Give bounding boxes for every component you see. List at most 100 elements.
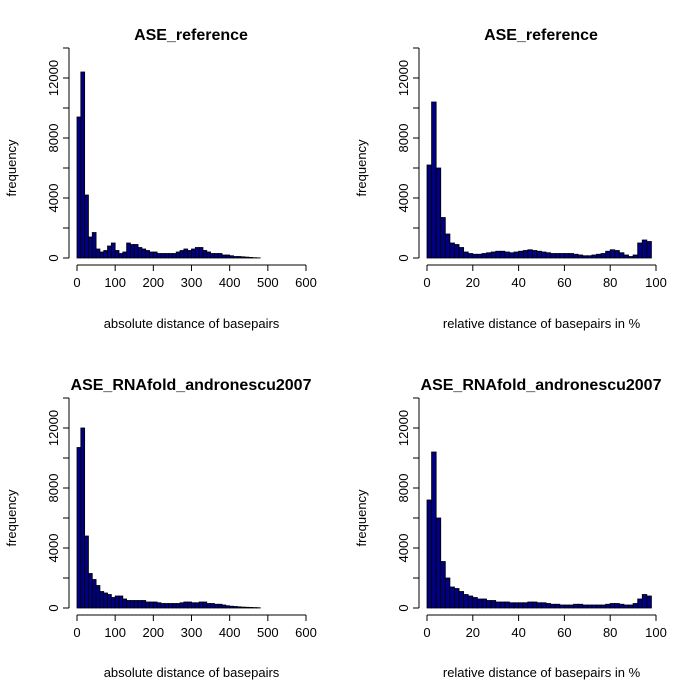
- histogram-bar: [122, 251, 128, 259]
- histogram-bar: [225, 605, 231, 609]
- panel-title: ASE_RNAfold_andronescu2007: [421, 377, 662, 394]
- histogram-bar: [206, 603, 211, 609]
- histogram-bar: [107, 594, 112, 609]
- histogram-bar: [486, 252, 492, 259]
- histogram-bar: [454, 244, 460, 259]
- bars-group: [426, 101, 652, 259]
- histogram-bar: [527, 249, 533, 259]
- histogram-bar: [545, 252, 552, 259]
- histogram-bar: [444, 233, 451, 259]
- histogram-bar: [467, 595, 474, 609]
- histogram-bar: [495, 250, 501, 259]
- histogram-bar: [504, 601, 510, 609]
- x-tick-label: 400: [219, 275, 241, 290]
- histogram-bar: [632, 254, 639, 259]
- histogram-bar: [481, 598, 487, 609]
- histogram-bar: [513, 602, 520, 609]
- histogram-bar: [233, 606, 238, 609]
- histogram-bar: [641, 594, 648, 609]
- histogram-bar: [118, 595, 124, 609]
- histogram-bar: [217, 253, 223, 259]
- histogram-bar: [229, 255, 234, 259]
- x-tick-label: 40: [511, 625, 525, 640]
- bars-group: [426, 451, 652, 609]
- histogram-bar: [164, 253, 169, 259]
- histogram-panel-relative-rnafold: ASE_RNAfold_andronescu2007 relative dist…: [354, 377, 667, 680]
- histogram-panel-absolute-reference: ASE_reference absolute distance of basep…: [4, 27, 317, 331]
- panel-title: ASE_RNAfold_andronescu2007: [71, 377, 312, 394]
- histogram-bar: [248, 607, 253, 609]
- y-axis: 0 4000 8000 12000: [396, 397, 420, 612]
- histogram-bar: [490, 600, 497, 609]
- histogram-bar: [499, 601, 506, 609]
- histogram-bar: [91, 232, 97, 259]
- y-tick-label: 8000: [396, 474, 411, 503]
- histogram-bar: [156, 602, 162, 609]
- histogram-bar: [145, 601, 150, 609]
- histogram-bar: [467, 253, 474, 259]
- histogram-bar: [554, 603, 561, 609]
- histogram-bar: [454, 588, 460, 609]
- histogram-bar: [175, 251, 181, 259]
- histogram-bar: [444, 577, 451, 609]
- histogram-bar: [605, 603, 611, 609]
- x-tick-label: 100: [645, 625, 667, 640]
- histogram-bar: [495, 601, 501, 609]
- x-tick-label: 600: [295, 625, 317, 640]
- histogram-bar: [164, 603, 169, 609]
- bars-group: [76, 71, 261, 259]
- histogram-bar: [504, 251, 510, 259]
- histogram-bar: [609, 249, 616, 259]
- histogram-bar: [632, 603, 639, 609]
- x-tick-label: 0: [73, 275, 80, 290]
- histogram-bar: [623, 254, 629, 259]
- histogram-bar: [559, 253, 565, 259]
- histogram-bar: [582, 255, 588, 259]
- histogram-bar: [191, 248, 196, 259]
- histogram-bar: [531, 250, 538, 259]
- histogram-bar: [145, 250, 150, 259]
- y-axis: 0 4000 8000 12000: [46, 397, 70, 612]
- histogram-bar: [486, 600, 492, 609]
- y-tick-label: 8000: [396, 124, 411, 153]
- histogram-bar: [568, 253, 574, 259]
- y-tick-label: 0: [396, 604, 411, 611]
- histogram-bar: [550, 253, 556, 259]
- histogram-bar: [618, 603, 625, 609]
- histogram-bar: [614, 250, 620, 259]
- histogram-bar: [133, 244, 139, 259]
- histogram-bar: [536, 250, 542, 259]
- histogram-bar: [481, 253, 487, 259]
- histogram-bar: [130, 600, 135, 609]
- x-tick-label: 80: [603, 625, 617, 640]
- histogram-bar: [513, 251, 520, 259]
- histogram-bar: [149, 251, 154, 259]
- histogram-bar: [198, 601, 204, 609]
- histogram-panel-relative-reference: ASE_reference relative distance of basep…: [354, 27, 667, 331]
- histogram-bar: [80, 427, 86, 609]
- x-tick-label: 60: [557, 625, 571, 640]
- histogram-bar: [559, 604, 565, 609]
- histogram-bar: [449, 242, 455, 259]
- histogram-bar: [440, 561, 446, 609]
- x-tick-label: 500: [257, 625, 279, 640]
- x-tick-label: 100: [645, 275, 667, 290]
- x-axis: 0 100 200 300 400 500 600: [73, 614, 317, 640]
- histogram-bar: [431, 451, 437, 609]
- histogram-bar: [76, 116, 82, 259]
- histogram-bar: [596, 253, 602, 259]
- histogram-bar: [221, 254, 227, 259]
- histogram-bar: [191, 602, 196, 609]
- histogram-bar: [531, 601, 538, 609]
- histogram-bar: [213, 603, 219, 609]
- histogram-bar: [152, 251, 158, 259]
- histogram-bar: [175, 603, 181, 609]
- histogram-bar: [133, 600, 139, 609]
- x-axis: 0 20 40 60 80 100: [423, 614, 667, 640]
- x-tick-label: 100: [104, 275, 126, 290]
- histogram-bar: [217, 603, 223, 609]
- histogram-bar: [114, 595, 120, 609]
- histogram-bar: [637, 598, 643, 609]
- histogram-bar: [426, 499, 432, 609]
